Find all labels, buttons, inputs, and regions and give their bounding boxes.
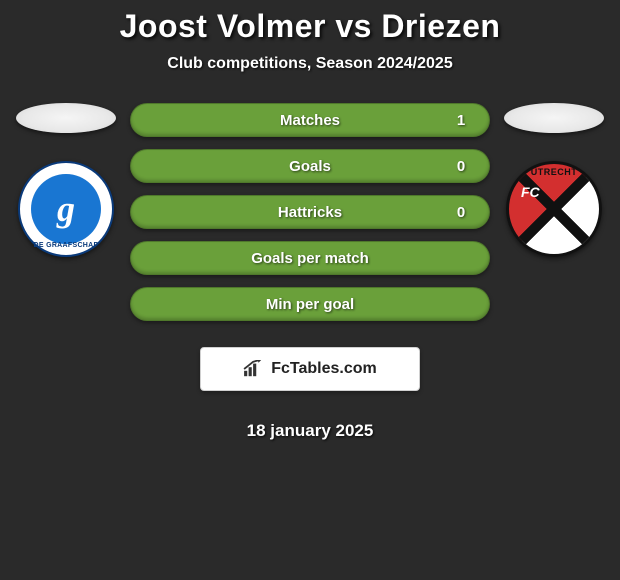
- left-club-badge: g DE GRAAFSCHAP: [18, 161, 114, 257]
- date-label: 18 january 2025: [130, 421, 490, 441]
- stats-column: Matches 1 Goals 0 Hattricks 0 Goals per …: [130, 103, 490, 441]
- utrecht-fc-text: FC: [521, 184, 540, 200]
- utrecht-arc-text: UTRECHT: [509, 167, 599, 177]
- stat-label: Matches: [169, 112, 451, 129]
- stat-row-goals-per-match: Goals per match: [130, 241, 490, 275]
- stat-row-goals: Goals 0: [130, 149, 490, 183]
- comparison-layout: g DE GRAAFSCHAP Matches 1 Goals 0 Hattri…: [0, 103, 620, 441]
- right-player-photo: [504, 103, 604, 133]
- stat-right-value: 0: [451, 158, 471, 175]
- stat-label: Hattricks: [169, 204, 451, 221]
- stat-row-matches: Matches 1: [130, 103, 490, 137]
- page-title: Joost Volmer vs Driezen: [0, 8, 620, 45]
- left-player-photo: [16, 103, 116, 133]
- stat-right-value: 0: [451, 204, 471, 221]
- stat-row-hattricks: Hattricks 0: [130, 195, 490, 229]
- graafschap-glyph: g: [31, 174, 101, 244]
- right-club-badge: UTRECHT FC: [506, 161, 602, 257]
- graafschap-ring-text: DE GRAAFSCHAP: [34, 242, 99, 249]
- subtitle: Club competitions, Season 2024/2025: [0, 55, 620, 73]
- stat-label: Min per goal: [169, 296, 451, 313]
- stat-label: Goals: [169, 158, 451, 175]
- stat-label: Goals per match: [169, 250, 451, 267]
- chart-icon: [243, 360, 265, 378]
- stat-row-min-per-goal: Min per goal: [130, 287, 490, 321]
- stat-right-value: 1: [451, 112, 471, 129]
- brand-text: FcTables.com: [271, 360, 377, 378]
- left-side: g DE GRAAFSCHAP: [12, 103, 120, 257]
- brand-logo-box[interactable]: FcTables.com: [200, 347, 420, 391]
- right-side: UTRECHT FC: [500, 103, 608, 257]
